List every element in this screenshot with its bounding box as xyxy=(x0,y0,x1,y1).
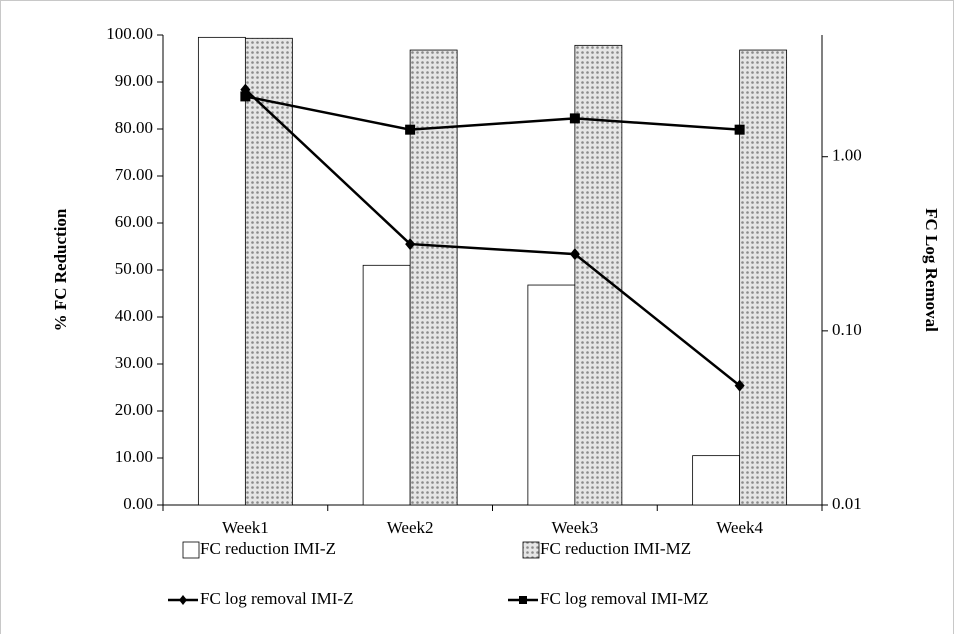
marker xyxy=(405,238,416,251)
y2-axis-title: FC Log Removal xyxy=(922,208,941,332)
marker xyxy=(240,91,251,102)
marker xyxy=(734,379,745,392)
y-tick-label: 20.00 xyxy=(115,400,153,419)
legend-swatch xyxy=(522,541,540,559)
bar xyxy=(739,49,788,506)
legend-swatch xyxy=(182,541,200,559)
legend-label: FC log removal IMI-Z xyxy=(200,589,353,608)
bar xyxy=(362,264,411,506)
y2-tick-label: 0.10 xyxy=(832,320,862,339)
bar xyxy=(692,455,741,506)
bar xyxy=(244,37,293,506)
y2-tick-label: 1.00 xyxy=(832,146,862,165)
legend-label: FC reduction IMI-Z xyxy=(200,539,336,558)
y-tick-label: 0.00 xyxy=(123,494,153,513)
y-tick-label: 70.00 xyxy=(115,165,153,184)
marker xyxy=(519,596,527,604)
y-tick-label: 60.00 xyxy=(115,212,153,231)
y2-tick-label: 0.01 xyxy=(832,494,862,513)
x-tick-label: Week1 xyxy=(222,518,269,537)
y-tick-label: 90.00 xyxy=(115,71,153,90)
bar xyxy=(197,36,246,506)
marker xyxy=(179,595,187,605)
y-tick-label: 50.00 xyxy=(115,259,153,278)
legend-label: FC log removal IMI-MZ xyxy=(540,589,709,608)
marker xyxy=(405,124,416,135)
line xyxy=(244,88,741,387)
marker xyxy=(569,248,580,261)
y-tick-label: 40.00 xyxy=(115,306,153,325)
y-axis-title: % FC Reduction xyxy=(51,208,70,331)
y-tick-label: 10.00 xyxy=(115,447,153,466)
line xyxy=(245,95,740,131)
marker xyxy=(734,124,745,135)
x-tick-label: Week4 xyxy=(716,518,763,537)
bar xyxy=(409,49,458,506)
bar xyxy=(527,284,576,506)
x-tick-label: Week2 xyxy=(387,518,434,537)
y-tick-label: 100.00 xyxy=(106,24,153,43)
x-tick-label: Week3 xyxy=(551,518,598,537)
y-tick-label: 80.00 xyxy=(115,118,153,137)
marker xyxy=(569,113,580,124)
bar xyxy=(574,44,623,506)
legend-label: FC reduction IMI-MZ xyxy=(540,539,691,558)
y-tick-label: 30.00 xyxy=(115,353,153,372)
